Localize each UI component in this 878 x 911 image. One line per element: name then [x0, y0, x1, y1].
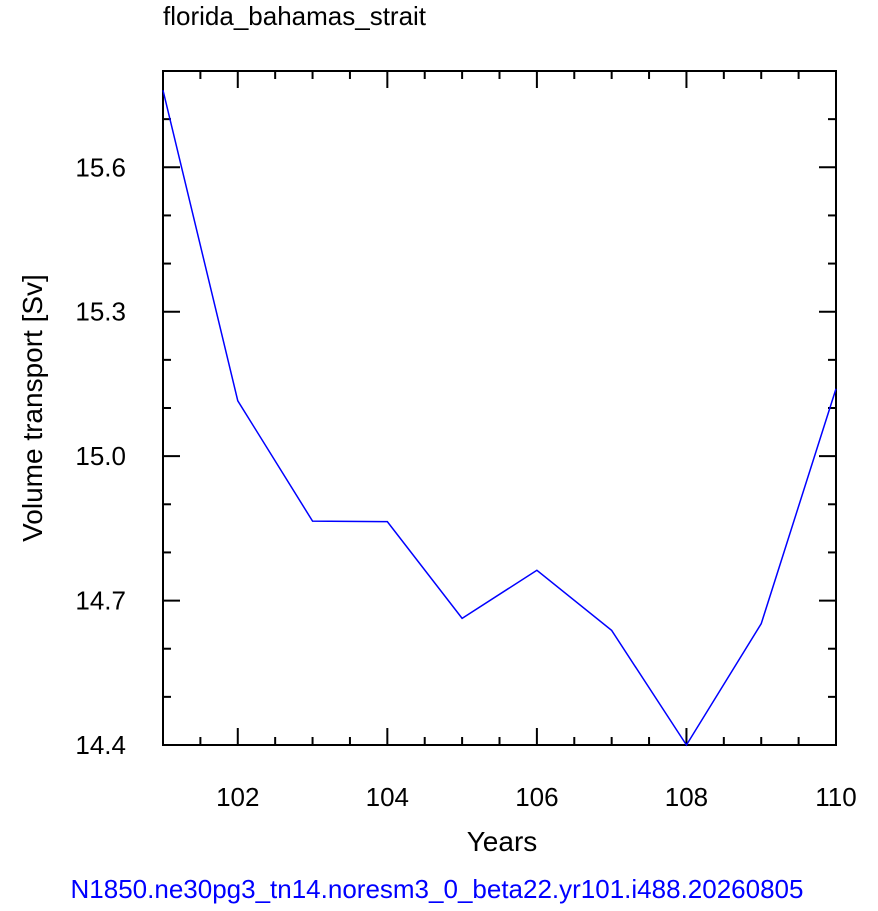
axis-ticks — [162, 70, 837, 746]
x-tick-label: 108 — [665, 782, 708, 812]
x-tick-label: 110 — [815, 782, 856, 812]
footer-run-id: N1850.ne30pg3_tn14.noresm3_0_beta22.yr10… — [71, 874, 804, 904]
x-tick-label: 106 — [515, 782, 558, 812]
chart-title: florida_bahamas_strait — [163, 1, 427, 31]
y-tick-label: 15.0 — [75, 441, 126, 471]
y-tick-label: 14.7 — [75, 586, 126, 616]
y-tick-label: 14.4 — [75, 730, 126, 760]
x-axis-label: Years — [467, 826, 538, 857]
x-tick-label: 102 — [216, 782, 259, 812]
series-line — [162, 90, 837, 747]
x-tick-label: 104 — [366, 782, 409, 812]
y-tick-label: 15.3 — [75, 297, 126, 327]
tick-labels: 102 104 106 108 110 14.4 14.7 15.0 15.3 15.6 — [75, 152, 856, 812]
plot-frame — [162, 70, 837, 746]
y-axis-label: Volume transport [Sv] — [17, 274, 48, 542]
y-tick-label: 15.6 — [75, 152, 126, 182]
